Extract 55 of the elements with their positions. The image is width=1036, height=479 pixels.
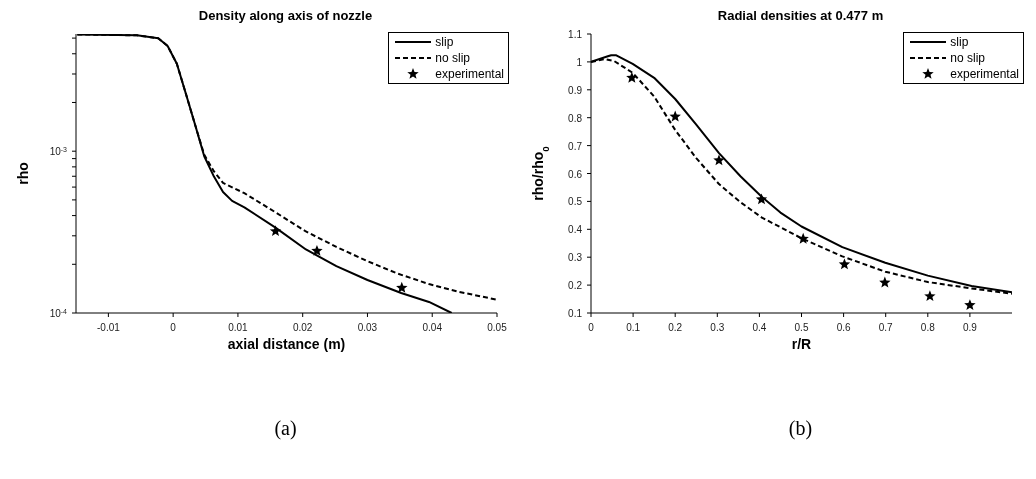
text: (a) [273,417,298,440]
y-tick-label: 0.5 [568,196,583,208]
legend-label: no slip [435,51,470,65]
point [626,71,638,83]
x-tick-label: 0.03 [357,322,378,333]
point [879,276,891,288]
y-tick-label: 1 [576,56,583,68]
legend-label: slip [950,35,969,49]
point [713,154,725,166]
x-tick-label: 0.02 [292,322,313,333]
x-tick-label: 0.5 [794,322,809,333]
point [269,225,282,237]
x-tick-label: 0.7 [878,322,894,333]
x-tick-label: 0.05 [487,322,508,333]
x-tick-label: 0.8 [920,322,936,333]
y-tick-label: 0.6 [568,168,583,180]
legend-label: no slip [950,51,985,65]
x-tick-label: 0 [170,322,177,333]
point [924,290,936,302]
legend-label: experimental [435,67,504,81]
x-tick-label: 0.6 [836,322,851,333]
y-tick-label: 0.8 [568,112,583,124]
point [755,193,768,205]
x-tick-label: 0.9 [962,322,978,333]
point [396,281,408,293]
x-tick-label: 0.04 [422,322,443,333]
y-tick-label: 10$^{-3}$ [49,145,68,158]
legend-label: experimental [950,67,1019,81]
point [311,244,323,256]
x-tick-label: 0.2 [668,322,683,333]
y-tick-label: 1.1 [568,29,583,40]
y-tick-label: 0.9 [568,84,583,96]
point [838,258,851,270]
x-tick-label: 0.3 [710,322,725,333]
y-tick-label: 0.7 [568,140,583,152]
x-tick-label: 0 [588,322,595,333]
y-tick-label: 10$^{-4}$ [49,307,68,319]
x-tick-label: 0.01 [228,322,249,333]
legend-label: slip [435,35,454,49]
x-tick-label: 0.1 [626,322,641,333]
point [669,110,681,122]
text: (b) [787,417,814,440]
chart-title: Density along axis of nozzle [197,8,374,25]
x-axis-title: axial distance (m) [227,336,346,352]
x-axis-title: r/R [791,336,812,352]
y-tick-label: 0.3 [568,252,583,264]
y-axis-title: rho [15,162,31,185]
point [964,299,976,311]
x-tick-label: 0.4 [752,322,767,333]
y-tick-label: 0.4 [568,224,583,236]
y-tick-label: 0.2 [568,280,583,292]
point [797,232,809,244]
x-tick-label: -0.01 [96,322,121,333]
chart-title: Radial densities at 0.477 m [716,8,885,25]
y-tick-label: 0.1 [568,308,583,319]
